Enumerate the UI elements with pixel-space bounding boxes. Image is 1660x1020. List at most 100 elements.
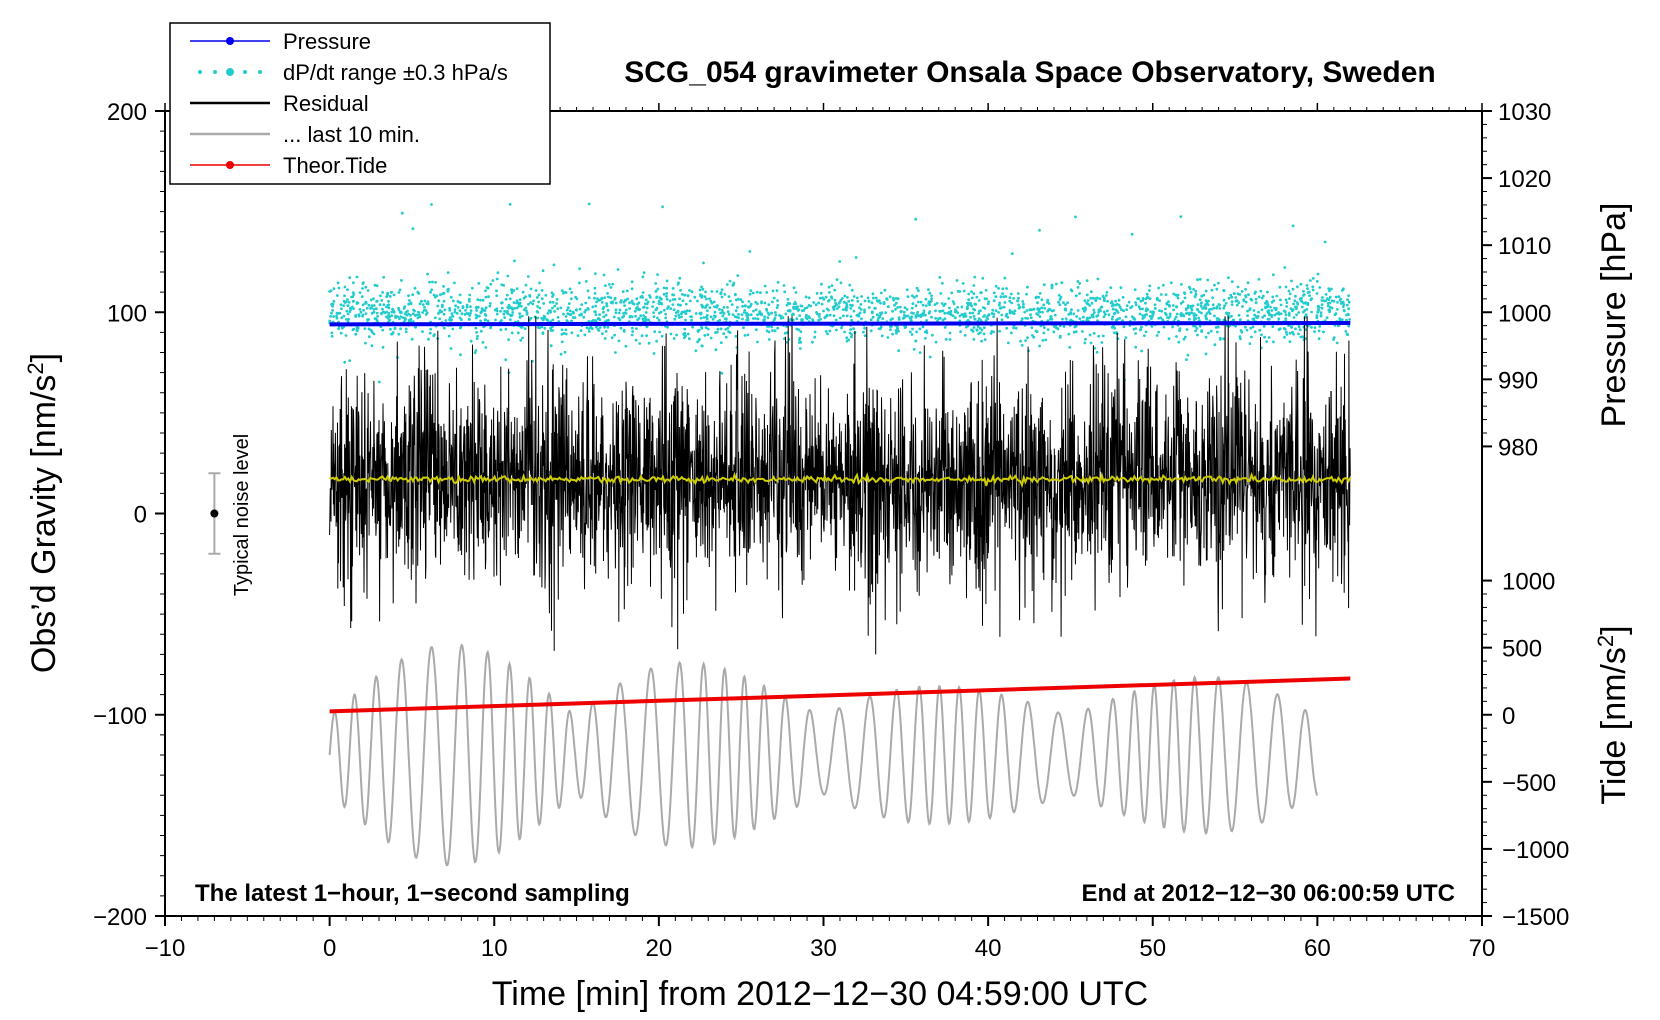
dpdt-point: [1024, 339, 1027, 342]
dpdt-point: [972, 307, 975, 311]
dpdt-point: [1023, 310, 1026, 314]
dpdt-point: [603, 325, 607, 329]
dpdt-point: [1130, 315, 1134, 319]
dpdt-point: [912, 296, 916, 299]
dpdt-point: [507, 304, 511, 308]
dpdt-point: [370, 304, 374, 308]
dpdt-point: [451, 327, 455, 331]
dpdt-point: [614, 301, 618, 305]
dpdt-point: [807, 304, 811, 307]
dpdt-point: [1122, 309, 1125, 313]
dpdt-point: [636, 307, 640, 311]
dpdt-point: [495, 294, 499, 297]
tide-tick-label: −1500: [1502, 904, 1569, 931]
dpdt-point: [709, 315, 713, 319]
dpdt-point: [771, 300, 774, 304]
dpdt-point: [1317, 329, 1321, 333]
dpdt-point: [1057, 300, 1060, 304]
dpdt-point: [630, 287, 634, 291]
dpdt-point: [1318, 325, 1322, 328]
dpdt-point: [442, 285, 445, 288]
dpdt-point: [475, 331, 479, 334]
dpdt-point: [402, 307, 406, 310]
dpdt-point: [970, 304, 974, 308]
dpdt-point: [1263, 335, 1266, 339]
dpdt-point: [634, 338, 638, 342]
dpdt-point: [465, 305, 469, 309]
dpdt-point: [496, 271, 500, 275]
dpdt-point: [758, 312, 761, 316]
dpdt-point: [335, 314, 338, 318]
dpdt-point: [331, 309, 334, 312]
dpdt-point: [1038, 228, 1041, 232]
dpdt-point: [842, 314, 845, 318]
dpdt-point: [914, 339, 918, 343]
dpdt-point: [644, 311, 648, 314]
dpdt-point: [568, 313, 572, 316]
dpdt-point: [1120, 308, 1123, 311]
dpdt-point: [824, 295, 828, 299]
dpdt-point: [413, 314, 417, 317]
dpdt-point: [358, 291, 362, 294]
dpdt-point: [1075, 294, 1078, 298]
dpdt-point: [1302, 294, 1305, 297]
dpdt-point: [424, 309, 428, 312]
dpdt-point: [596, 328, 600, 331]
dpdt-point: [1293, 299, 1297, 303]
dpdt-point: [1240, 290, 1244, 293]
dpdt-point: [863, 310, 866, 314]
dpdt-point: [849, 328, 852, 331]
dpdt-point: [370, 311, 374, 315]
dpdt-point: [1315, 314, 1319, 317]
dpdt-point: [916, 310, 920, 314]
dpdt-point: [749, 313, 753, 317]
dpdt-point: [329, 289, 333, 293]
dpdt-point: [1044, 338, 1048, 342]
dpdt-point: [1222, 306, 1226, 310]
dpdt-point: [1196, 308, 1199, 311]
dpdt-point: [602, 315, 606, 319]
dpdt-point: [1122, 325, 1126, 329]
dpdt-point: [387, 306, 391, 310]
dpdt-point: [930, 299, 933, 303]
dpdt-point: [432, 293, 436, 297]
dpdt-point: [947, 297, 951, 300]
dpdt-point: [759, 291, 762, 294]
dpdt-point: [1265, 340, 1269, 343]
dpdt-point: [943, 326, 947, 329]
dpdt-point: [688, 309, 691, 313]
dpdt-point: [916, 300, 920, 304]
dpdt-point: [1212, 306, 1216, 310]
dpdt-point: [343, 360, 347, 364]
dpdt-point: [1090, 290, 1093, 294]
dpdt-point: [1320, 303, 1324, 306]
dpdt-point: [722, 332, 726, 336]
dpdt-point: [602, 310, 605, 314]
dpdt-point: [642, 271, 646, 275]
dpdt-point: [680, 310, 684, 314]
dpdt-point: [1271, 325, 1275, 328]
dpdt-point: [555, 298, 559, 301]
dpdt-point: [1340, 301, 1343, 304]
dpdt-point: [1187, 313, 1191, 316]
dpdt-point: [669, 332, 673, 336]
dpdt-point: [421, 311, 425, 314]
dpdt-point: [955, 279, 959, 282]
dpdt-point: [1197, 316, 1201, 320]
dpdt-point: [594, 272, 597, 275]
dpdt-point: [567, 302, 571, 305]
dpdt-point: [736, 297, 740, 301]
dpdt-point: [1229, 293, 1233, 297]
dpdt-point: [1198, 298, 1202, 302]
dpdt-point: [1274, 308, 1278, 312]
dpdt-point: [421, 330, 424, 333]
dpdt-point: [1266, 290, 1269, 294]
dpdt-point: [366, 289, 370, 292]
dpdt-point: [1098, 297, 1102, 301]
dpdt-point: [635, 327, 638, 330]
legend-swatch-marker: [226, 68, 234, 76]
dpdt-point: [763, 301, 767, 305]
dpdt-point: [1337, 295, 1341, 299]
dpdt-point: [814, 303, 818, 307]
dpdt-point: [798, 347, 802, 350]
